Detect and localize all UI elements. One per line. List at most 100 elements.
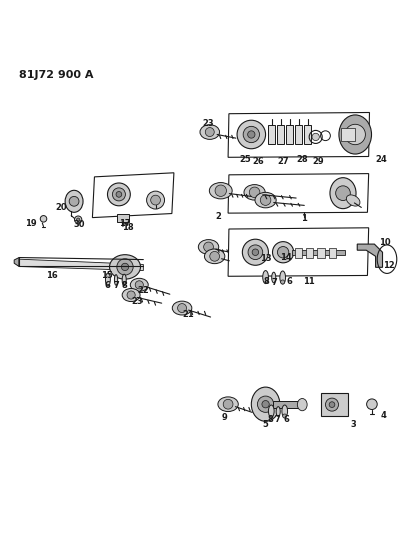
Polygon shape [14, 257, 19, 266]
Ellipse shape [109, 255, 140, 279]
Ellipse shape [263, 271, 268, 284]
FancyBboxPatch shape [294, 248, 302, 257]
Ellipse shape [268, 405, 274, 417]
Ellipse shape [198, 240, 219, 254]
FancyBboxPatch shape [341, 128, 355, 141]
Circle shape [249, 187, 260, 198]
Ellipse shape [339, 115, 372, 154]
Ellipse shape [122, 274, 126, 286]
Circle shape [329, 402, 335, 407]
Circle shape [273, 241, 294, 263]
Text: 5: 5 [263, 420, 268, 429]
Text: 13: 13 [260, 254, 271, 263]
FancyBboxPatch shape [278, 125, 284, 144]
Text: 20: 20 [55, 203, 67, 212]
Text: 7: 7 [275, 415, 280, 424]
FancyBboxPatch shape [273, 401, 301, 408]
FancyBboxPatch shape [304, 125, 311, 144]
Circle shape [257, 396, 274, 413]
Ellipse shape [244, 184, 265, 200]
FancyBboxPatch shape [268, 125, 275, 144]
Circle shape [223, 399, 233, 409]
Ellipse shape [330, 177, 356, 208]
FancyBboxPatch shape [320, 393, 348, 416]
Ellipse shape [65, 190, 83, 212]
Ellipse shape [105, 273, 110, 286]
Circle shape [210, 252, 220, 261]
Circle shape [282, 414, 287, 418]
Circle shape [69, 197, 79, 206]
Circle shape [312, 133, 319, 141]
Text: 10: 10 [379, 238, 391, 247]
Circle shape [135, 281, 143, 289]
FancyBboxPatch shape [329, 248, 336, 257]
Text: 19: 19 [26, 219, 37, 228]
Circle shape [242, 239, 268, 265]
Text: 7: 7 [113, 281, 119, 290]
Ellipse shape [276, 407, 280, 416]
Text: 8: 8 [267, 415, 273, 424]
Text: 15: 15 [101, 271, 113, 280]
Ellipse shape [272, 272, 276, 283]
Text: 6: 6 [105, 281, 111, 290]
Text: 16: 16 [46, 271, 57, 280]
Circle shape [260, 195, 271, 205]
Ellipse shape [114, 274, 118, 285]
Ellipse shape [209, 183, 232, 199]
Text: 8: 8 [121, 281, 127, 290]
Text: 1: 1 [301, 214, 307, 223]
Circle shape [252, 249, 259, 255]
Ellipse shape [131, 278, 148, 292]
Circle shape [243, 126, 259, 143]
Text: 25: 25 [239, 155, 251, 164]
Circle shape [117, 259, 133, 275]
Text: 23: 23 [203, 118, 214, 127]
Ellipse shape [218, 397, 238, 411]
Circle shape [204, 242, 214, 252]
Text: 81J72 900 A: 81J72 900 A [19, 70, 94, 80]
Circle shape [248, 131, 255, 138]
Text: 26: 26 [252, 157, 264, 166]
Circle shape [237, 120, 266, 149]
Circle shape [123, 281, 126, 285]
Circle shape [215, 185, 226, 197]
Text: 21: 21 [182, 310, 194, 319]
Circle shape [205, 127, 214, 136]
Ellipse shape [122, 288, 140, 302]
Text: 3: 3 [350, 420, 356, 429]
Circle shape [127, 291, 135, 299]
Text: 23: 23 [131, 297, 143, 306]
Ellipse shape [200, 125, 220, 139]
Circle shape [262, 400, 269, 408]
Circle shape [107, 183, 131, 206]
Circle shape [121, 263, 129, 271]
Circle shape [40, 215, 47, 222]
Text: 24: 24 [375, 155, 387, 164]
Circle shape [345, 124, 366, 144]
Text: 22: 22 [138, 286, 149, 295]
Circle shape [325, 398, 339, 411]
Text: 27: 27 [277, 157, 289, 166]
Circle shape [278, 247, 289, 258]
Ellipse shape [252, 387, 280, 421]
Ellipse shape [255, 192, 276, 208]
Text: 4: 4 [381, 411, 387, 419]
FancyBboxPatch shape [306, 248, 313, 257]
Circle shape [178, 304, 187, 312]
Text: 14: 14 [280, 253, 292, 262]
Text: 18: 18 [123, 223, 134, 232]
FancyBboxPatch shape [295, 125, 302, 144]
Ellipse shape [280, 271, 285, 284]
Circle shape [76, 218, 80, 221]
FancyBboxPatch shape [117, 214, 129, 222]
Text: 6: 6 [286, 278, 292, 286]
Text: 17: 17 [119, 219, 131, 228]
Circle shape [112, 188, 126, 201]
Text: 8: 8 [264, 278, 270, 286]
Ellipse shape [347, 195, 360, 206]
Text: 28: 28 [297, 155, 308, 164]
FancyBboxPatch shape [317, 248, 325, 257]
Circle shape [248, 245, 263, 260]
Text: 7: 7 [271, 278, 277, 287]
Text: 12: 12 [383, 261, 395, 270]
